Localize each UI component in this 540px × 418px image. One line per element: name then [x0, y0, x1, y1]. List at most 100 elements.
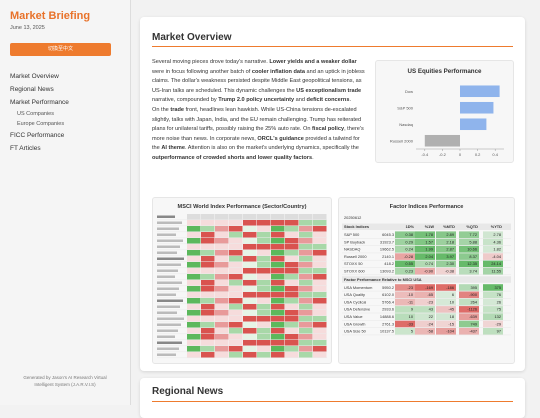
cell — [243, 268, 257, 274]
table-date: 20250612 — [344, 215, 361, 220]
cell — [257, 214, 271, 220]
cell — [229, 274, 243, 280]
cell — [187, 328, 201, 334]
text-run: . — [349, 97, 352, 104]
row-label — [157, 275, 175, 278]
emphasis: outperformance of crowded shorts and low… — [152, 154, 313, 161]
cell — [313, 334, 327, 340]
title-rule — [152, 46, 513, 47]
bar — [460, 118, 487, 131]
cell — [243, 322, 257, 328]
nav-link[interactable]: FICC Performance — [10, 132, 65, 139]
cell — [215, 340, 229, 346]
cell — [243, 292, 257, 298]
cell-bg — [459, 284, 479, 291]
cell — [285, 280, 299, 286]
cell: 1.99 — [425, 247, 433, 252]
nav-link[interactable]: Market Overview — [10, 73, 59, 80]
emphasis: deficit concerns — [306, 97, 350, 104]
cell — [313, 250, 327, 256]
cell: -104 — [446, 329, 455, 334]
column-header: 1D% — [406, 224, 415, 229]
cell — [257, 262, 271, 268]
cell: -23 — [427, 299, 433, 304]
row-level: 6102.0 — [382, 292, 395, 297]
nav-link[interactable]: Regional News — [10, 86, 54, 93]
cell — [229, 244, 243, 250]
row-label — [157, 329, 178, 332]
cell: 0.74 — [425, 261, 433, 266]
cell — [243, 340, 257, 346]
cell — [285, 340, 299, 346]
page: Market Briefing June 13, 2025 切換至中文 Mark… — [10, 0, 525, 418]
row-label — [157, 257, 184, 260]
language-button[interactable]: 切換至中文 — [10, 43, 111, 56]
cell — [229, 286, 243, 292]
cell — [187, 304, 201, 310]
footer: Generated by Jason's AI Research Virtual… — [23, 375, 107, 387]
cell — [285, 214, 299, 220]
nav-link[interactable]: FT Articles — [10, 145, 41, 152]
cell — [187, 250, 201, 256]
nav-link[interactable]: US Companies — [17, 111, 54, 117]
cell — [201, 292, 215, 298]
chart-card: US Equities Performance -0.4 -0.2 0 0.2 0.4 D… — [375, 60, 514, 163]
cell — [257, 286, 271, 292]
cell — [243, 232, 257, 238]
cell — [285, 334, 299, 340]
cell — [243, 274, 257, 280]
cell — [313, 280, 327, 286]
section-header: Factor Performance Relative to MSCI USA — [344, 277, 422, 282]
cell — [271, 256, 285, 262]
cell — [285, 232, 299, 238]
cell-bg — [395, 246, 415, 253]
cell: -24 — [427, 321, 433, 326]
cell: -4.04 — [492, 254, 502, 259]
text-run: were in focus following another batch of — [152, 68, 252, 75]
cell: 2.89 — [446, 232, 454, 237]
cell — [257, 280, 271, 286]
row-level: 14888.6 — [380, 314, 394, 319]
row-label — [157, 287, 179, 290]
cell — [187, 274, 201, 280]
cell — [285, 286, 299, 292]
cell: 75 — [497, 307, 501, 312]
cell-bg — [436, 260, 456, 268]
cell-bg — [395, 313, 415, 320]
cell-bg — [459, 253, 479, 260]
cell — [313, 322, 327, 328]
row-level: 10137.5 — [380, 329, 394, 334]
cell — [271, 298, 285, 304]
cell-bg — [395, 284, 415, 291]
text-run: provided a tailwind for the — [152, 135, 360, 152]
cell — [257, 334, 271, 340]
cell — [201, 256, 215, 262]
row-label — [157, 317, 184, 320]
cell: 5 — [411, 329, 413, 334]
cell: -169 — [425, 285, 433, 290]
cell — [313, 292, 327, 298]
nav-link[interactable]: Market Performance — [10, 99, 69, 106]
cell — [271, 340, 285, 346]
cell — [299, 238, 313, 244]
cell — [285, 298, 299, 304]
cell-bg — [395, 306, 415, 313]
cell-bg — [415, 231, 435, 238]
cell-bg — [436, 246, 456, 253]
cell: -0.90 — [424, 269, 434, 274]
cell — [229, 262, 243, 268]
x-tick-label: -0.4 — [421, 152, 429, 157]
cell — [201, 304, 215, 310]
row-name: USA Quality — [344, 292, 365, 297]
cell — [313, 244, 327, 250]
cell — [313, 310, 327, 316]
cell: 2.04 — [425, 254, 433, 259]
cell — [243, 352, 257, 358]
cell — [271, 220, 285, 226]
nav-link[interactable]: Europe Companies — [17, 121, 65, 127]
section-title: Market Overview — [152, 32, 232, 43]
row-label — [157, 239, 183, 242]
cell — [299, 334, 313, 340]
text-run: , there's more noise than news. In corpo… — [152, 126, 364, 142]
cell: 18 — [450, 314, 454, 319]
